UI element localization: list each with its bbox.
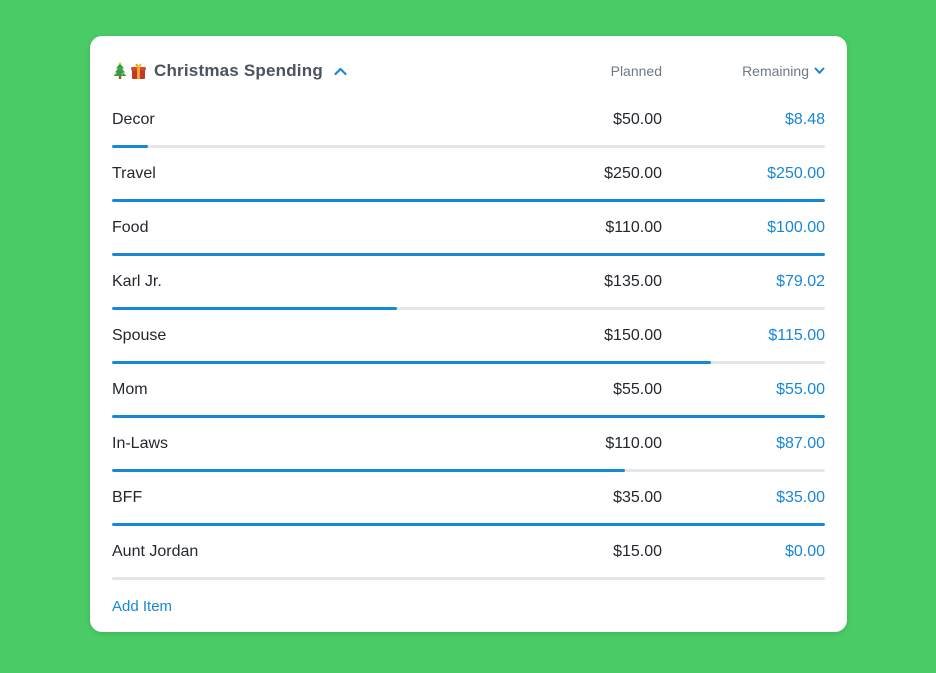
category-emoji-icons — [112, 62, 147, 80]
item-progress-fill — [112, 307, 398, 310]
budget-item-row[interactable]: Karl Jr. $135.00 $79.02 — [112, 256, 825, 310]
item-progress-fill — [112, 523, 825, 526]
category-header: Christmas Spending Planned Remaining — [112, 36, 825, 94]
item-progress-fill — [112, 415, 825, 418]
chevron-down-icon — [814, 67, 825, 74]
item-progress-bar — [112, 145, 825, 148]
budget-item-row[interactable]: In-Laws $110.00 $87.00 — [112, 418, 825, 472]
budget-item-row[interactable]: BFF $35.00 $35.00 — [112, 472, 825, 526]
item-name[interactable]: Mom — [112, 380, 148, 398]
item-list: Decor $50.00 $8.48 Travel $250.00 $250.0… — [112, 94, 825, 580]
category-title-toggle[interactable]: Christmas Spending — [112, 61, 512, 81]
item-progress-fill — [112, 361, 711, 364]
item-name[interactable]: Karl Jr. — [112, 272, 162, 290]
budget-item-row[interactable]: Food $110.00 $100.00 — [112, 202, 825, 256]
christmas-tree-icon — [113, 62, 127, 79]
item-planned-amount[interactable]: $15.00 — [613, 542, 662, 560]
item-name[interactable]: Travel — [112, 164, 156, 182]
item-progress-bar — [112, 253, 825, 256]
item-remaining-amount[interactable]: $8.48 — [784, 110, 825, 128]
item-planned-amount[interactable]: $110.00 — [605, 434, 662, 452]
category-title: Christmas Spending — [154, 61, 323, 80]
item-planned-amount[interactable]: $110.00 — [605, 218, 662, 236]
chevron-up-icon[interactable] — [334, 67, 347, 76]
item-planned-amount[interactable]: $250.00 — [604, 164, 662, 182]
item-name[interactable]: Decor — [112, 110, 155, 128]
item-planned-amount[interactable]: $55.00 — [613, 380, 662, 398]
item-remaining-amount[interactable]: $87.00 — [776, 434, 825, 452]
planned-column-header: Planned — [610, 63, 662, 79]
add-item-button[interactable]: Add Item — [112, 597, 173, 615]
budget-category-card: Christmas Spending Planned Remaining Dec… — [90, 36, 847, 632]
item-progress-fill — [112, 199, 825, 202]
item-planned-amount[interactable]: $150.00 — [604, 326, 662, 344]
item-name[interactable]: Food — [112, 218, 149, 236]
item-progress-bar — [112, 577, 825, 580]
item-remaining-amount[interactable]: $250.00 — [767, 164, 825, 182]
item-progress-bar — [112, 415, 825, 418]
item-planned-amount[interactable]: $35.00 — [613, 488, 662, 506]
item-progress-bar — [112, 469, 825, 472]
item-progress-bar — [112, 307, 825, 310]
item-progress-fill — [112, 253, 825, 256]
item-progress-bar — [112, 199, 825, 202]
budget-item-row[interactable]: Travel $250.00 $250.00 — [112, 148, 825, 202]
item-planned-amount[interactable]: $50.00 — [613, 110, 662, 128]
item-progress-bar — [112, 361, 825, 364]
budget-item-row[interactable]: Spouse $150.00 $115.00 — [112, 310, 825, 364]
budget-item-row[interactable]: Decor $50.00 $8.48 — [112, 94, 825, 148]
item-progress-bar — [112, 523, 825, 526]
item-progress-fill — [112, 145, 148, 148]
add-item-area: Add Item — [112, 580, 825, 632]
remaining-column-label: Remaining — [742, 63, 809, 79]
remaining-column-header[interactable]: Remaining — [662, 63, 825, 79]
item-planned-amount[interactable]: $135.00 — [604, 272, 662, 290]
item-remaining-amount[interactable]: $55.00 — [776, 380, 825, 398]
item-remaining-amount[interactable]: $115.00 — [768, 326, 825, 344]
item-remaining-amount[interactable]: $79.02 — [776, 272, 825, 290]
item-name[interactable]: In-Laws — [112, 434, 169, 452]
item-remaining-amount[interactable]: $0.00 — [784, 542, 825, 560]
item-name[interactable]: Spouse — [112, 326, 167, 344]
item-remaining-amount[interactable]: $100.00 — [767, 218, 825, 236]
item-name[interactable]: BFF — [112, 488, 143, 506]
item-remaining-amount[interactable]: $35.00 — [776, 488, 825, 506]
item-progress-fill — [112, 469, 626, 472]
item-name[interactable]: Aunt Jordan — [112, 542, 199, 560]
budget-item-row[interactable]: Aunt Jordan $15.00 $0.00 — [112, 526, 825, 580]
gift-icon — [131, 63, 146, 79]
budget-item-row[interactable]: Mom $55.00 $55.00 — [112, 364, 825, 418]
